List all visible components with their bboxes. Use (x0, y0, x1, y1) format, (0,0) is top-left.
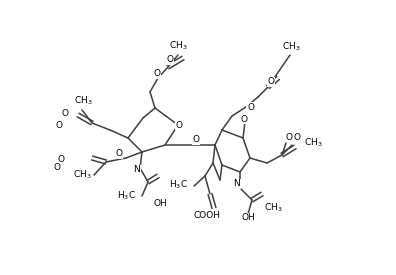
Text: CH$_3$: CH$_3$ (73, 169, 91, 181)
Text: N: N (233, 180, 240, 188)
Text: COOH: COOH (194, 210, 221, 219)
Text: H$_3$C: H$_3$C (117, 190, 136, 202)
Text: O: O (176, 120, 183, 130)
Text: O: O (57, 155, 64, 164)
Text: O: O (166, 56, 173, 65)
Text: O: O (192, 136, 200, 144)
Text: O: O (286, 133, 293, 142)
Text: H$_3$C: H$_3$C (169, 179, 188, 191)
Text: O: O (62, 109, 69, 117)
Text: CH$_3$: CH$_3$ (74, 95, 92, 107)
Text: O: O (268, 78, 274, 87)
Text: CH$_3$: CH$_3$ (282, 41, 300, 53)
Text: O: O (294, 133, 301, 142)
Text: O: O (240, 114, 248, 123)
Text: O: O (115, 150, 122, 158)
Text: O: O (153, 70, 160, 78)
Text: O: O (56, 120, 63, 130)
Text: CH$_3$: CH$_3$ (169, 40, 187, 52)
Text: O: O (247, 103, 254, 111)
Text: OH: OH (153, 199, 167, 208)
Text: N: N (133, 166, 140, 175)
Text: CH$_3$: CH$_3$ (304, 137, 323, 149)
Text: OH: OH (241, 213, 255, 222)
Text: O: O (53, 164, 60, 172)
Text: CH$_3$: CH$_3$ (264, 202, 283, 214)
